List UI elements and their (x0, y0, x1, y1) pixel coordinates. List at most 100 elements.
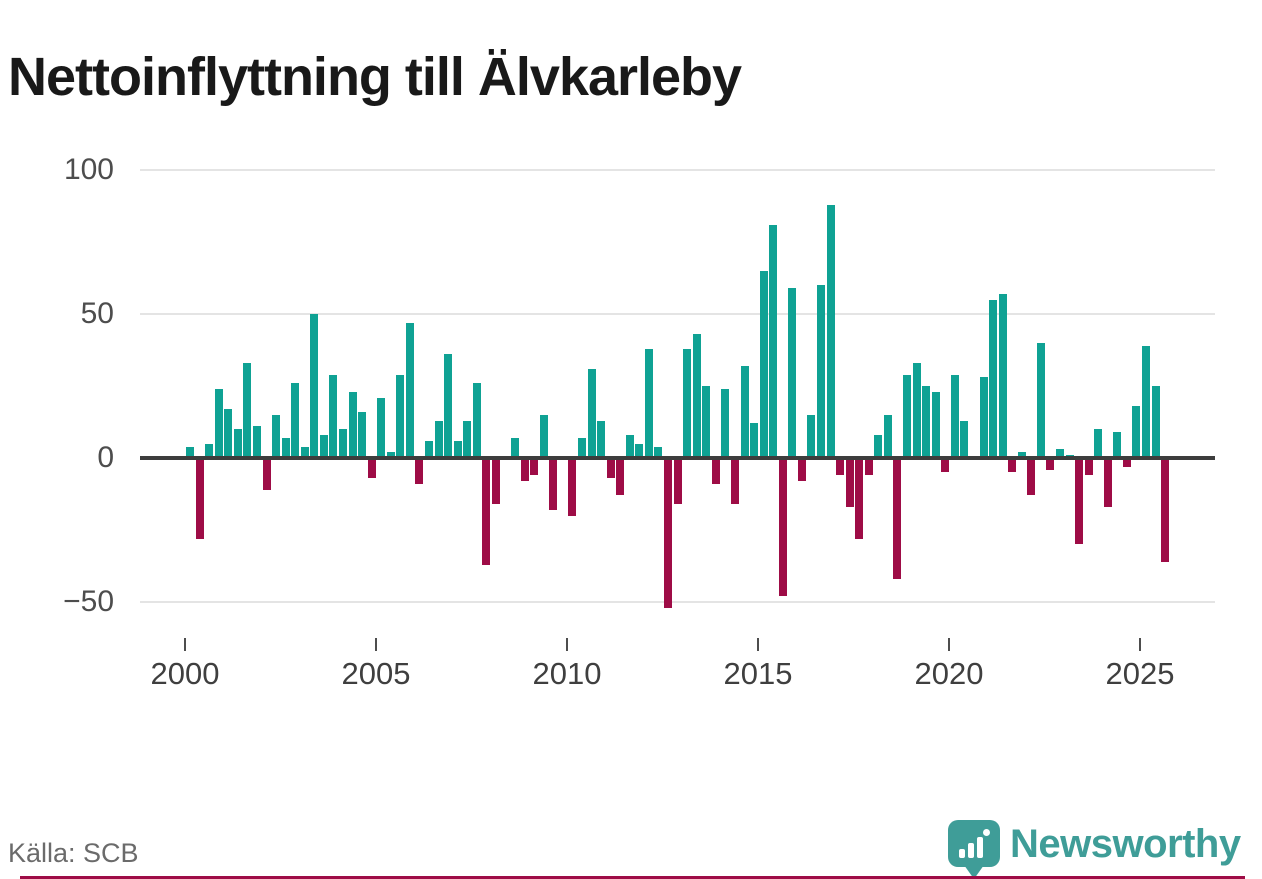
logo-dot-icon (983, 829, 990, 836)
bar-positive (903, 374, 911, 458)
bar-positive (989, 299, 997, 458)
bar-positive (463, 420, 472, 458)
footer-accent-stripe (20, 876, 1245, 879)
bar-negative (1084, 458, 1093, 476)
bar-positive (740, 365, 749, 458)
bar-positive (912, 363, 921, 458)
bar-positive (511, 437, 519, 458)
bar-positive (578, 437, 586, 458)
brand-wordmark: Newsworthy (1010, 822, 1241, 866)
bar-positive (396, 374, 405, 458)
x-axis-tick (948, 638, 950, 651)
bar-negative (893, 458, 902, 579)
page-title: Nettoinflyttning till Älvkarleby (8, 47, 742, 108)
bar-positive (683, 348, 692, 458)
bar-positive (979, 377, 988, 458)
bar-negative (845, 458, 854, 507)
bar-positive (826, 204, 835, 458)
bar-positive (386, 452, 395, 458)
bar-positive (377, 397, 386, 458)
bar-positive (186, 446, 194, 458)
x-axis-tick (184, 638, 186, 651)
bar-negative (730, 458, 739, 505)
bar-negative (1103, 458, 1112, 507)
zero-axis-line (140, 456, 1215, 460)
bar-positive (788, 288, 797, 458)
bar-positive (205, 443, 214, 458)
bar-positive (319, 435, 328, 458)
logo-pin-tail-icon (964, 865, 984, 879)
bar-negative (864, 458, 873, 476)
x-axis-tick (757, 638, 759, 651)
logo-bar-icon (959, 849, 965, 858)
bar-positive (654, 446, 663, 458)
logo-bar-icon (977, 837, 983, 858)
newsworthy-logo: Newsworthy (948, 820, 1258, 879)
bar-positive (329, 374, 338, 458)
bar-positive (721, 388, 730, 458)
x-axis-tick (375, 638, 377, 651)
bar-positive (635, 443, 644, 458)
y-axis-tick-label: 50 (80, 297, 114, 330)
bar-positive (224, 409, 233, 458)
x-axis-tick-label: 2005 (341, 656, 411, 691)
y-axis-tick-label: 100 (63, 153, 114, 186)
bar-positive (1113, 432, 1122, 458)
bar-positive (1142, 345, 1150, 458)
bar-negative (711, 458, 720, 484)
bar-positive (960, 420, 969, 458)
bar-negative (855, 458, 864, 539)
bar-positive (444, 354, 453, 458)
bar-positive (769, 224, 778, 458)
source-label: Källa: SCB (8, 838, 139, 868)
x-axis-tick-label: 2020 (914, 656, 984, 691)
bar-positive (453, 440, 462, 458)
bar-positive (291, 383, 300, 458)
bar-positive (702, 386, 711, 458)
bar-negative (262, 458, 271, 490)
x-axis-tick (566, 638, 568, 651)
bar-negative (778, 458, 787, 597)
bar-positive (759, 270, 768, 458)
bar-positive (998, 293, 1007, 458)
bar-positive (272, 414, 280, 458)
bar-positive (425, 440, 433, 458)
bar-positive (931, 391, 940, 458)
bar-positive (587, 368, 596, 458)
bar-positive (1036, 342, 1045, 458)
bar-negative (549, 458, 558, 510)
bar-positive (358, 411, 367, 458)
bar-positive (922, 386, 931, 458)
bar-positive (1132, 406, 1141, 458)
gridline (140, 313, 1215, 315)
bar-positive (281, 437, 290, 458)
bar-positive (883, 414, 892, 458)
bar-negative (606, 458, 615, 479)
bar-positive (310, 314, 319, 458)
bar-positive (1017, 452, 1026, 458)
bar-positive (539, 414, 548, 458)
bar-negative (530, 458, 539, 476)
x-axis-tick-label: 2025 (1105, 656, 1175, 691)
bar-positive (405, 322, 414, 458)
bar-negative (1075, 458, 1084, 545)
bar-positive (233, 429, 242, 458)
gridline (140, 169, 1215, 171)
y-axis-tick-label: −50 (63, 585, 114, 618)
bar-positive (874, 435, 883, 458)
bar-positive (817, 285, 825, 458)
bar-negative (1122, 458, 1131, 467)
logo-bar-icon (968, 843, 974, 858)
bar-negative (491, 458, 500, 505)
bar-negative (1027, 458, 1036, 496)
y-axis-tick-label: 0 (97, 441, 114, 474)
bar-negative (520, 458, 529, 481)
bar-negative (941, 458, 950, 473)
bar-positive (750, 423, 758, 458)
newsworthy-pin-barchart-icon (948, 820, 1000, 867)
bar-positive (1056, 449, 1064, 458)
bar-positive (625, 435, 634, 458)
bar-negative (797, 458, 806, 481)
bar-positive (1094, 429, 1103, 458)
